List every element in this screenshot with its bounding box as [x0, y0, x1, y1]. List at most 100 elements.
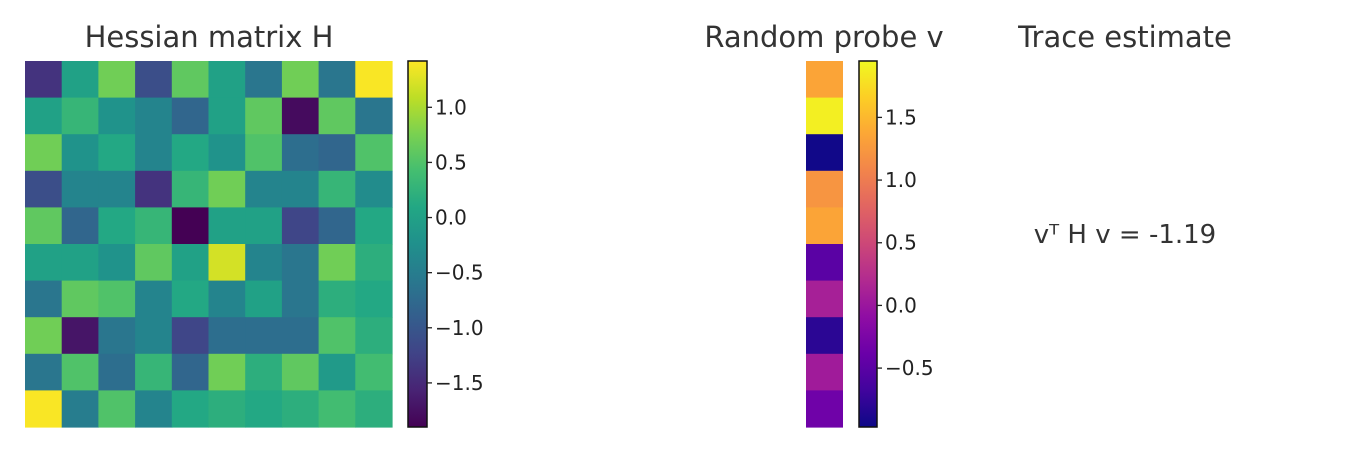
hessian-cell — [25, 244, 63, 282]
hessian-cell — [25, 317, 63, 355]
hessian-cell — [245, 353, 283, 391]
hessian-cell — [98, 134, 136, 172]
hessian-cell — [281, 61, 320, 99]
trace-title: Trace estimate — [1017, 20, 1232, 54]
hessian-cell — [98, 170, 136, 208]
hessian-cell — [245, 280, 283, 318]
hessian-cell — [25, 61, 63, 99]
colorbar-tick-label: −1.0 — [435, 316, 484, 340]
hessian-cell — [318, 317, 356, 355]
hessian-cell — [355, 134, 393, 172]
colorbar-tick-label: 1.0 — [885, 168, 917, 192]
probe-cell — [806, 353, 843, 391]
hessian-cell — [208, 170, 246, 208]
probe-heatmap — [806, 61, 843, 428]
hessian-cell — [98, 244, 136, 282]
hessian-cell — [318, 244, 356, 282]
hessian-title: Hessian matrix H — [85, 20, 334, 54]
hessian-cell — [318, 207, 356, 245]
hessian-cell — [281, 353, 320, 391]
hessian-cell — [25, 170, 63, 208]
probe-colorbar — [858, 60, 878, 428]
hessian-cell — [135, 97, 173, 135]
colorbar-tick-label: −0.5 — [885, 356, 934, 380]
hessian-cell — [98, 280, 136, 318]
hessian-cell — [25, 353, 63, 391]
hessian-cell — [171, 244, 210, 282]
hessian-cell — [318, 134, 356, 172]
hessian-cell — [61, 244, 99, 282]
hessian-cell — [61, 317, 99, 355]
probe-cell — [806, 207, 843, 245]
colorbar-tick-label: 0.0 — [435, 206, 467, 230]
hessian-cell — [25, 280, 63, 318]
hessian-cell — [281, 207, 320, 245]
hessian-cell — [208, 207, 246, 245]
hessian-cell — [61, 353, 99, 391]
hessian-cell — [355, 390, 393, 428]
hessian-cell — [98, 317, 136, 355]
hessian-cell — [61, 207, 99, 245]
probe-cell — [806, 244, 843, 282]
hessian-cell — [61, 280, 99, 318]
probe-cell — [806, 317, 843, 355]
hessian-cell — [355, 244, 393, 282]
hessian-cell — [135, 390, 173, 428]
probe-cell — [806, 280, 843, 318]
probe-cell — [806, 390, 843, 428]
hessian-cell — [171, 134, 210, 172]
colorbar-tick-label: 0.0 — [885, 293, 917, 317]
hessian-cell — [61, 97, 99, 135]
probe-cell — [806, 97, 843, 135]
hessian-cell — [208, 244, 246, 282]
trace-label: vᵀ H v = -1.19 — [1034, 220, 1216, 250]
hessian-cell — [281, 170, 320, 208]
hessian-cell — [135, 207, 173, 245]
hessian-cell — [98, 390, 136, 428]
hessian-cell — [208, 134, 246, 172]
hessian-cell — [245, 134, 283, 172]
hessian-cell — [135, 317, 173, 355]
probe-cell — [806, 61, 843, 99]
hessian-cell — [318, 61, 356, 99]
hessian-cell — [208, 353, 246, 391]
hessian-cell — [25, 390, 63, 428]
probe-cell — [806, 170, 843, 208]
hessian-cell — [318, 390, 356, 428]
probe-colorbar-ticks: 1.5 1.0 0.5 0.0 −0.5 — [877, 105, 934, 380]
hessian-cell — [171, 61, 210, 99]
colorbar-tick-label: −0.5 — [435, 261, 484, 285]
colorbar-tick-label: 1.5 — [885, 105, 917, 129]
hessian-cell — [355, 170, 393, 208]
hessian-cell — [318, 170, 356, 208]
hessian-cell — [355, 61, 393, 99]
hessian-cell — [281, 134, 320, 172]
hessian-cell — [355, 353, 393, 391]
hessian-cell — [245, 61, 283, 99]
hessian-cell — [318, 280, 356, 318]
hessian-cell — [245, 170, 283, 208]
hessian-cell — [98, 61, 136, 99]
hessian-cell — [281, 390, 320, 428]
hessian-cell — [61, 170, 99, 208]
hessian-cell — [355, 280, 393, 318]
hessian-colorbar — [407, 60, 428, 428]
hessian-cell — [245, 317, 283, 355]
hessian-cell — [135, 280, 173, 318]
probe-title: Random probe v — [704, 20, 943, 54]
hessian-cell — [25, 134, 63, 172]
hessian-cell — [208, 317, 246, 355]
hessian-cell — [281, 97, 320, 135]
hessian-cell — [171, 390, 210, 428]
hessian-cell — [318, 353, 356, 391]
hessian-cell — [61, 134, 99, 172]
hessian-colorbar-ticks: 1.0 0.5 0.0 −0.5 −1.0 −1.5 — [427, 95, 484, 395]
hessian-cell — [281, 317, 320, 355]
hessian-cell — [355, 317, 393, 355]
hessian-cell — [135, 61, 173, 99]
hessian-cell — [25, 97, 63, 135]
hessian-cell — [208, 97, 246, 135]
hessian-cell — [208, 61, 246, 99]
hessian-cell — [208, 390, 246, 428]
